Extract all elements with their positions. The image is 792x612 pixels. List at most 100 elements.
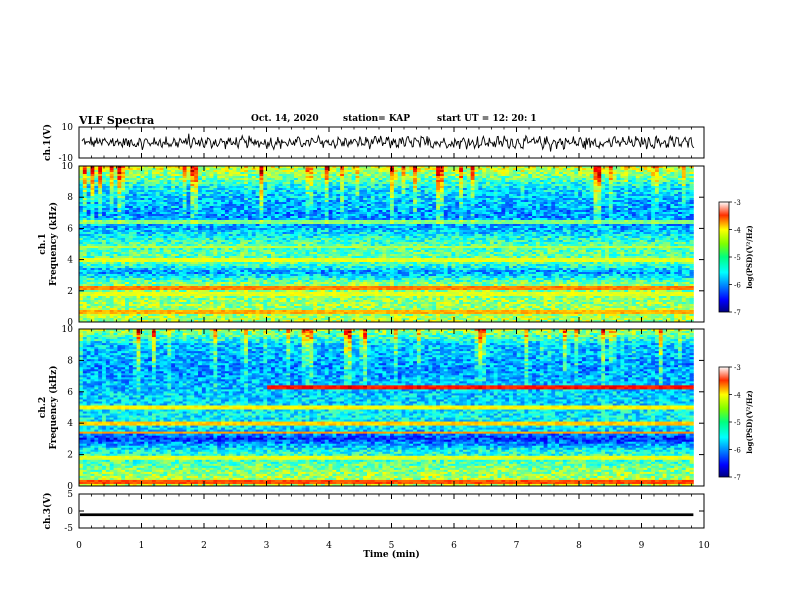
heatmap-cell bbox=[539, 166, 545, 169]
heatmap-cell bbox=[332, 176, 337, 179]
heatmap-cell bbox=[359, 170, 364, 173]
heatmap-cell bbox=[194, 180, 199, 183]
heatmap-cell bbox=[171, 178, 176, 181]
heatmap-cell bbox=[251, 176, 257, 179]
heatmap-cell bbox=[366, 178, 372, 181]
heatmap-cell bbox=[439, 176, 445, 179]
heatmap-cell bbox=[98, 176, 103, 179]
heatmap-cell bbox=[393, 170, 399, 173]
heatmap-cell bbox=[647, 176, 652, 179]
heatmap-cell bbox=[159, 180, 164, 183]
heatmap-cell bbox=[228, 180, 233, 183]
heatmap-cell bbox=[113, 168, 118, 171]
heatmap-cell bbox=[79, 170, 84, 173]
heatmap-cell bbox=[616, 180, 621, 183]
heatmap-cell bbox=[390, 168, 395, 171]
heatmap-cell bbox=[140, 180, 145, 183]
heatmap-cell bbox=[163, 168, 168, 171]
heatmap-cell bbox=[543, 166, 548, 169]
heatmap-cell bbox=[443, 178, 449, 181]
heatmap-cell bbox=[102, 170, 107, 173]
heatmap-cell bbox=[121, 176, 126, 179]
heatmap-cell bbox=[309, 170, 314, 173]
heatmap-cell bbox=[478, 170, 483, 173]
heatmap-cell bbox=[578, 172, 583, 175]
heatmap-cell bbox=[409, 178, 414, 181]
heatmap-cell bbox=[186, 174, 191, 177]
heatmap-cell bbox=[343, 182, 349, 185]
heatmap-cell bbox=[397, 170, 402, 173]
heatmap-cell bbox=[674, 180, 679, 183]
heatmap-cell bbox=[159, 176, 164, 179]
heatmap-cell bbox=[102, 180, 107, 183]
heatmap-cell bbox=[309, 180, 314, 183]
heatmap-cell bbox=[94, 166, 99, 169]
heatmap-cell bbox=[209, 178, 214, 181]
heatmap-cell bbox=[420, 180, 425, 183]
heatmap-cell bbox=[102, 176, 107, 179]
heatmap-cell bbox=[443, 174, 449, 177]
heatmap-cell bbox=[570, 168, 575, 171]
heatmap-cell bbox=[251, 170, 257, 173]
heatmap-cell bbox=[182, 176, 187, 179]
heatmap-cell bbox=[186, 176, 191, 179]
heatmap-cell bbox=[240, 182, 245, 185]
heatmap-cell bbox=[685, 174, 690, 177]
heatmap-cell bbox=[236, 174, 241, 177]
heatmap-cell bbox=[689, 168, 694, 171]
heatmap-cell bbox=[470, 182, 475, 185]
heatmap-cell bbox=[658, 176, 664, 179]
heatmap-cell bbox=[497, 176, 502, 179]
heatmap-cell bbox=[447, 166, 452, 169]
heatmap-cell bbox=[678, 180, 683, 183]
heatmap-cell bbox=[616, 166, 621, 169]
heatmap-cell bbox=[340, 178, 345, 181]
heatmap-cell bbox=[578, 166, 583, 169]
heatmap-cell bbox=[305, 172, 310, 175]
heatmap-cell bbox=[497, 178, 502, 181]
heatmap-cell bbox=[351, 168, 356, 171]
heatmap-cell bbox=[681, 178, 687, 181]
heatmap-cell bbox=[343, 172, 349, 175]
heatmap-cell bbox=[205, 168, 210, 171]
heatmap-cell bbox=[140, 166, 145, 169]
heatmap-cell bbox=[670, 170, 675, 173]
heatmap-cell bbox=[374, 178, 379, 181]
heatmap-cell bbox=[662, 170, 667, 173]
heatmap-cell bbox=[340, 168, 345, 171]
heatmap-cell bbox=[267, 174, 272, 177]
heatmap-cell bbox=[136, 166, 141, 169]
heatmap-cell bbox=[171, 168, 176, 171]
heatmap-cell bbox=[105, 172, 111, 175]
heatmap-cell bbox=[117, 182, 122, 185]
heatmap-cell bbox=[221, 168, 226, 171]
heatmap-cell bbox=[274, 174, 280, 177]
heatmap-cell bbox=[370, 168, 376, 171]
heatmap-cell bbox=[109, 180, 114, 183]
heatmap-cell bbox=[635, 176, 641, 179]
heatmap-cell bbox=[117, 166, 122, 169]
heatmap-cell bbox=[601, 166, 606, 169]
date-label: Oct. 14, 2020 bbox=[251, 114, 319, 124]
heatmap-cell bbox=[286, 166, 291, 169]
heatmap-cell bbox=[462, 166, 468, 169]
heatmap-cell bbox=[582, 168, 587, 171]
heatmap-cell bbox=[213, 172, 218, 175]
heatmap-cell bbox=[466, 168, 472, 171]
heatmap-cell bbox=[290, 182, 295, 185]
heatmap-cell bbox=[370, 182, 376, 185]
heatmap-cell bbox=[390, 170, 395, 173]
heatmap-cell bbox=[601, 174, 606, 177]
heatmap-cell bbox=[539, 168, 545, 171]
heatmap-cell bbox=[497, 182, 502, 185]
heatmap-cell bbox=[336, 178, 341, 181]
heatmap-cell bbox=[658, 180, 664, 183]
heatmap-cell bbox=[455, 176, 460, 179]
heatmap-cell bbox=[332, 168, 337, 171]
heatmap-cell bbox=[547, 176, 552, 179]
heatmap-cell bbox=[117, 176, 122, 179]
heatmap-cell bbox=[286, 176, 291, 179]
heatmap-cell bbox=[605, 168, 610, 171]
heatmap-cell bbox=[428, 172, 433, 175]
heatmap-cell bbox=[555, 168, 560, 171]
